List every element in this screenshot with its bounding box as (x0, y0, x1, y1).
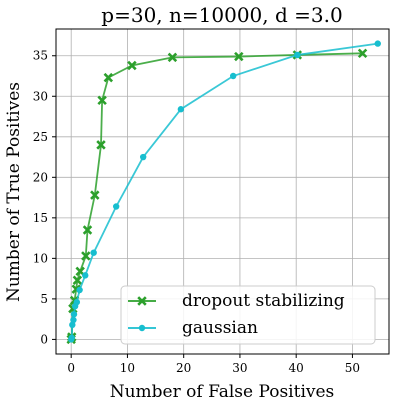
data-point-dropout-stabilizing (127, 60, 137, 71)
legend-box (120, 285, 376, 345)
data-point-dropout-stabilizing-stroke (81, 251, 91, 261)
y-tick-label: 10 (33, 251, 48, 265)
series-gaussian (67, 40, 381, 343)
series-dropout-stabilizing (66, 48, 368, 345)
y-tick-label: 30 (33, 89, 48, 103)
x-tick-label: 10 (120, 361, 135, 375)
data-point-dropout-stabilizing-stroke (75, 266, 85, 277)
data-point-gaussian (73, 298, 81, 306)
data-point-dropout-stabilizing-stroke (82, 225, 93, 235)
data-point-dropout-stabilizing (357, 48, 368, 59)
data-point-gaussian (112, 203, 120, 210)
data-point-dropout-stabilizing (167, 52, 178, 63)
legend: dropout stabilizing gaussian (120, 285, 376, 345)
data-point-dropout-stabilizing-stroke (234, 51, 244, 62)
x-tick-label: 30 (232, 361, 247, 375)
legend-marker-gaussian (138, 324, 146, 332)
grid-lines (56, 29, 389, 354)
chart-title: p=30, n=10000, d =3.0 (101, 3, 342, 27)
x-tick-label: 20 (176, 361, 191, 375)
series-layer (66, 40, 381, 345)
y-axis-label: Number of True Positives (4, 82, 24, 302)
y-tick-label: 0 (40, 332, 48, 346)
data-point-dropout-stabilizing-stroke (96, 140, 106, 150)
data-point-gaussian (294, 51, 301, 59)
data-point-dropout-stabilizing-stroke (167, 52, 178, 63)
data-point-dropout-stabilizing-stroke (97, 95, 107, 106)
data-point-dropout-stabilizing (81, 251, 91, 261)
data-point-dropout-stabilizing (82, 225, 93, 235)
data-point-gaussian (90, 249, 97, 256)
data-point-dropout-stabilizing (96, 140, 106, 150)
data-point-gaussian (177, 106, 185, 113)
plot-area (55, 28, 390, 355)
data-point-gaussian (139, 153, 147, 161)
data-point-dropout-stabilizing-stroke (127, 60, 137, 71)
y-tick-label: 35 (33, 49, 48, 63)
x-tick-label: 50 (345, 361, 360, 375)
legend-item-gaussian: gaussian (128, 318, 258, 338)
data-point-dropout-stabilizing (234, 51, 244, 62)
legend-item-dropout-stabilizing: dropout stabilizing (128, 291, 345, 311)
data-point-dropout-stabilizing-stroke (103, 72, 114, 83)
x-axis-label: Number of False Positives (110, 382, 335, 400)
data-point-gaussian (76, 286, 83, 294)
x-tick-label: 0 (67, 361, 75, 375)
legend-label-gaussian: gaussian (182, 318, 258, 338)
data-point-gaussian (68, 334, 75, 341)
legend-marker-dropout-stabilizing (137, 296, 147, 306)
data-point-gaussian (69, 321, 76, 329)
data-point-gaussian (374, 40, 381, 47)
data-point-gaussian (70, 311, 78, 318)
data-point-dropout-stabilizing (103, 72, 114, 83)
data-point-dropout-stabilizing-stroke (72, 275, 83, 285)
legend-marker-dropout-stabilizing-stroke (137, 296, 147, 306)
data-point-gaussian (70, 316, 77, 324)
y-tick-label: 25 (33, 130, 48, 144)
x-tick-label: 40 (289, 361, 304, 375)
data-point-dropout-stabilizing-stroke (357, 48, 368, 59)
y-tick-label: 20 (33, 170, 48, 184)
axis-ticks: 0 10 20 30 40 50 0 5 10 15 20 25 30 35 (33, 49, 360, 375)
data-point-dropout-stabilizing (72, 275, 83, 285)
data-point-dropout-stabilizing-stroke (71, 284, 81, 294)
data-point-dropout-stabilizing (90, 190, 100, 200)
y-tick-label: 15 (33, 211, 48, 225)
legend-label-dropout-stabilizing: dropout stabilizing (182, 291, 345, 311)
data-point-dropout-stabilizing (97, 95, 107, 106)
data-point-gaussian (82, 272, 89, 279)
y-tick-label: 5 (40, 292, 48, 306)
data-point-gaussian (229, 72, 237, 80)
data-point-dropout-stabilizing-stroke (90, 190, 100, 200)
